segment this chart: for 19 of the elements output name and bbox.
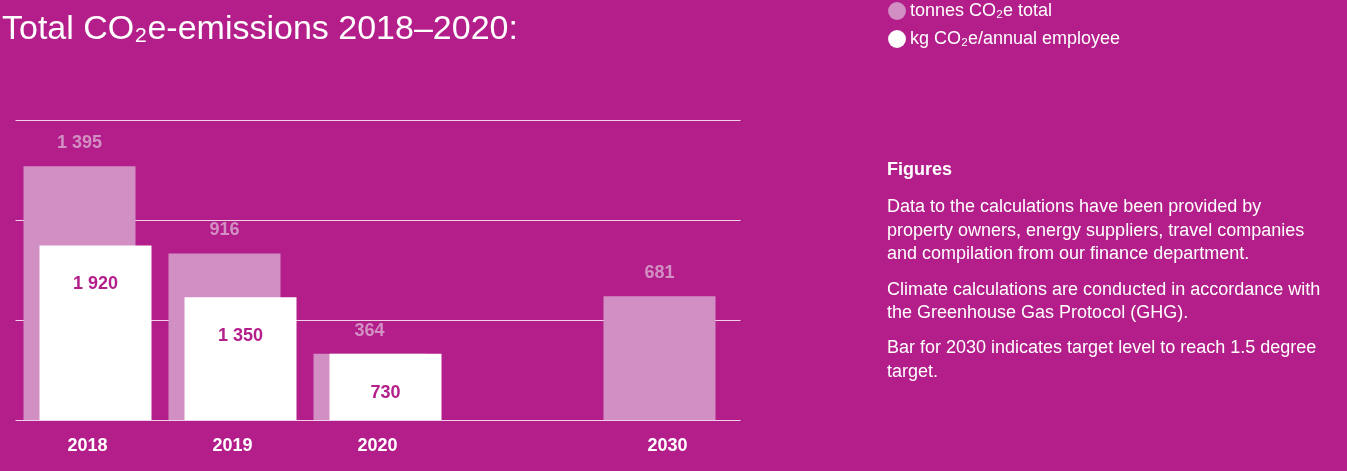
data-label: 681: [644, 262, 675, 283]
bar: [603, 296, 716, 420]
data-label: 916: [209, 219, 240, 240]
text: Climate calculations are conducted in accordance with the Greenhouse Gas Protocol (GHG).: [887, 277, 1322, 324]
text: Figures: [887, 158, 953, 181]
legend-label: tonnes CO₂e total: [910, 0, 1053, 20]
data-label: 364: [354, 319, 385, 340]
x-tick-label: 2019: [212, 434, 253, 455]
data-label: 1 920: [72, 273, 119, 294]
data-label: 730: [370, 381, 401, 402]
legend-label: kg CO₂e/annual employee: [910, 28, 1121, 48]
x-tick-label: 2030: [647, 434, 688, 455]
text: Bar for 2030 indicates target level to reach 1.5 degree target.: [887, 336, 1318, 383]
text: Data to the calculations have been provided by property owners, energy suppliers, travel companies and compilation from our finance department.: [887, 195, 1306, 266]
x-tick-label: 2018: [67, 434, 108, 455]
data-label: 1 395: [56, 132, 103, 153]
data-label: 1 350: [217, 325, 264, 346]
x-tick-label: 2020: [357, 434, 398, 455]
chart-title: Total CO₂e-emissions 2018–2020:: [2, 8, 518, 46]
